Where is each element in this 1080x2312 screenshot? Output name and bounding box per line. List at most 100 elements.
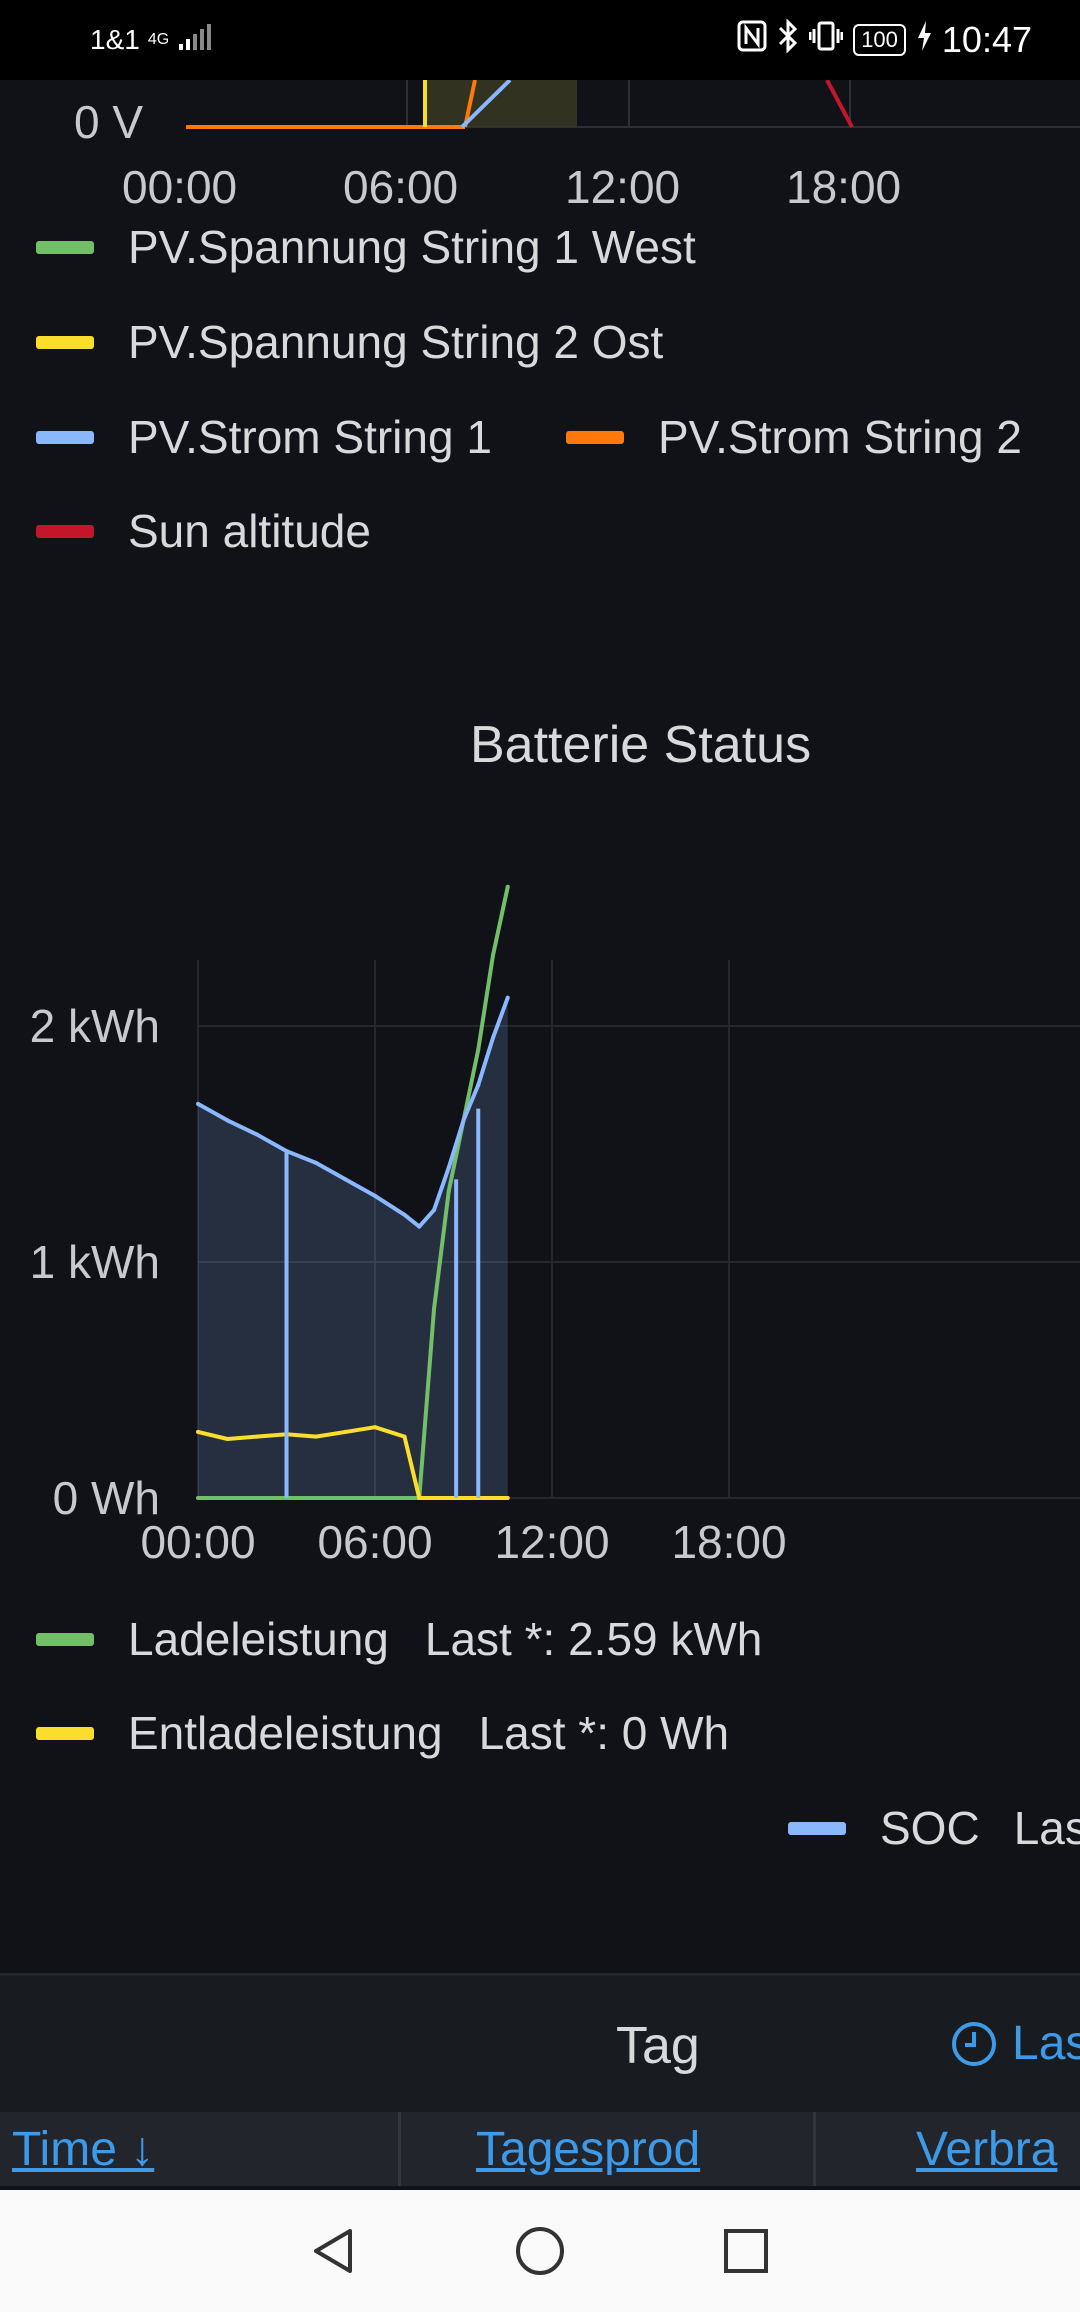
pv-y-tick: 0 V <box>74 96 144 148</box>
vibrate-icon <box>808 20 844 60</box>
data-point-entladeleistung <box>491 1496 495 1500</box>
data-point-entladeleistung <box>373 1425 377 1430</box>
legend-stat: Last *: 0 Wh <box>478 1707 730 1759</box>
panel-title: Tag <box>616 2017 700 2075</box>
legend-label: Sun altitude <box>128 505 371 557</box>
column-divider <box>398 2112 401 2186</box>
legend-item[interactable]: PV.Strom String 2 <box>566 410 1022 464</box>
recents-icon[interactable] <box>718 2223 774 2279</box>
tag-panel: Tag Las Time ↓ Tagesprod Verbra <box>0 1976 1080 2186</box>
data-point-ladeleistung <box>314 1496 318 1500</box>
legend-label: Ladeleistung <box>128 1613 389 1665</box>
data-point-entladeleistung <box>255 1434 259 1439</box>
soc-area <box>198 997 508 1498</box>
legend-item[interactable]: SOC Las <box>788 1801 1080 1855</box>
data-point-entladeleistung <box>505 1496 510 1500</box>
pv-chart-plot <box>186 80 1080 129</box>
back-icon[interactable] <box>306 2223 362 2279</box>
table-header: Time ↓ Tagesprod Verbra <box>0 2112 1080 2186</box>
nfc-icon <box>737 20 767 60</box>
pv-x-tick: 06:00 <box>343 161 459 213</box>
legend-stat: Last *: 2.59 kWh <box>424 1613 763 1665</box>
legend-label: Entladeleistung <box>128 1707 443 1759</box>
legend-swatch <box>36 335 94 349</box>
clock-icon <box>952 2021 996 2066</box>
data-point-ladeleistung <box>432 1307 436 1312</box>
data-point-entladeleistung <box>343 1429 348 1434</box>
data-point-ladeleistung <box>255 1496 259 1500</box>
charging-icon <box>916 20 932 60</box>
legend-item[interactable]: Sun altitude <box>36 504 371 558</box>
status-bar: 1&1 4G 100 10:47 <box>0 0 1080 80</box>
signal-icon <box>177 22 217 59</box>
panel-divider <box>0 1973 1080 1976</box>
pv-x-tick: 12:00 <box>565 161 681 213</box>
data-point-ladeleistung <box>476 1047 481 1052</box>
data-point-ladeleistung <box>225 1496 230 1500</box>
panel-title: Batterie Status <box>470 716 812 774</box>
sun-altitude-line <box>825 80 854 128</box>
battery-icon: 100 <box>853 24 906 56</box>
legend-item[interactable]: PV.Spannung String 1 West <box>36 220 696 274</box>
legend-swatch <box>36 1726 94 1740</box>
time-range-link[interactable]: Las <box>950 2016 1080 2071</box>
legend-label: PV.Spannung String 2 Ost <box>128 316 664 368</box>
data-point-ladeleistung <box>505 884 510 889</box>
data-point-entladeleistung <box>461 1496 466 1500</box>
y-tick-label: 1 kWh <box>30 1236 160 1288</box>
navigation-bar <box>0 2190 1080 2312</box>
battery-chart: 0 Wh 1 kWh 2 kWh 00:00 06:00 12:00 18:00 <box>30 884 1080 1568</box>
network-label: 4G <box>147 31 170 48</box>
legend-swatch <box>36 524 94 538</box>
legend-item[interactable]: PV.Strom String 1 <box>36 410 492 464</box>
data-point-entladeleistung <box>196 1429 200 1434</box>
data-point-soc <box>417 1224 422 1229</box>
data-point-soc <box>476 1083 481 1087</box>
data-point-soc <box>373 1193 377 1198</box>
pv-strom-1-line <box>460 80 512 129</box>
pv-strom-2-rise <box>463 80 477 128</box>
time-range-label: Las <box>1012 2017 1080 2070</box>
bluetooth-icon <box>777 18 799 61</box>
legend-label: PV.Strom String 2 <box>658 411 1022 463</box>
data-point-soc <box>196 1101 200 1106</box>
data-point-soc <box>225 1118 230 1123</box>
data-point-ladeleistung <box>491 953 495 958</box>
pv-x-tick: 00:00 <box>122 161 238 213</box>
data-point-entladeleistung <box>402 1434 407 1439</box>
legend-stat: Las <box>1013 1802 1080 1854</box>
x-tick-label: 12:00 <box>494 1516 609 1568</box>
legend-item[interactable]: Ladeleistung Last *: 2.59 kWh <box>36 1612 762 1666</box>
legend-label: PV.Spannung String 1 West <box>128 221 696 273</box>
x-tick-label: 00:00 <box>140 1516 255 1568</box>
data-point-ladeleistung <box>373 1496 377 1500</box>
data-point-soc <box>432 1208 436 1213</box>
data-point-ladeleistung <box>446 1189 451 1194</box>
data-point-soc <box>402 1212 407 1217</box>
legend-item[interactable]: Entladeleistung Last *: 0 Wh <box>36 1706 729 1760</box>
data-point-soc <box>314 1160 318 1165</box>
data-point-entladeleistung <box>225 1437 230 1441</box>
dashboard-scroll[interactable]: 0 V 00:00 06:00 12:00 18:00 PV.Spannung … <box>0 80 1080 2190</box>
carrier-label: 1&1 <box>90 24 140 55</box>
data-point-soc <box>446 1165 451 1170</box>
column-header-time[interactable]: Time ↓ <box>12 2123 155 2176</box>
legend-swatch <box>566 430 624 444</box>
data-point-soc <box>255 1132 259 1137</box>
clock: 10:47 <box>941 19 1032 60</box>
column-header-tagesprod[interactable]: Tagesprod <box>476 2123 701 2176</box>
home-icon[interactable] <box>512 2223 568 2279</box>
data-point-entladeleistung <box>446 1496 451 1500</box>
x-tick-label: 06:00 <box>317 1516 432 1568</box>
legend-swatch <box>36 240 94 254</box>
y-tick-label: 0 Wh <box>53 1472 160 1524</box>
data-point-ladeleistung <box>402 1496 407 1500</box>
column-header-verbrauch[interactable]: Verbra <box>916 2123 1058 2176</box>
data-point-ladeleistung <box>196 1496 200 1500</box>
data-point-ladeleistung <box>343 1496 348 1500</box>
data-point-entladeleistung <box>432 1496 436 1500</box>
data-point-soc <box>505 995 510 1000</box>
y-tick-label: 2 kWh <box>30 1000 160 1052</box>
legend-item[interactable]: PV.Spannung String 2 Ost <box>36 315 663 369</box>
pv-x-tick: 18:00 <box>786 161 902 213</box>
